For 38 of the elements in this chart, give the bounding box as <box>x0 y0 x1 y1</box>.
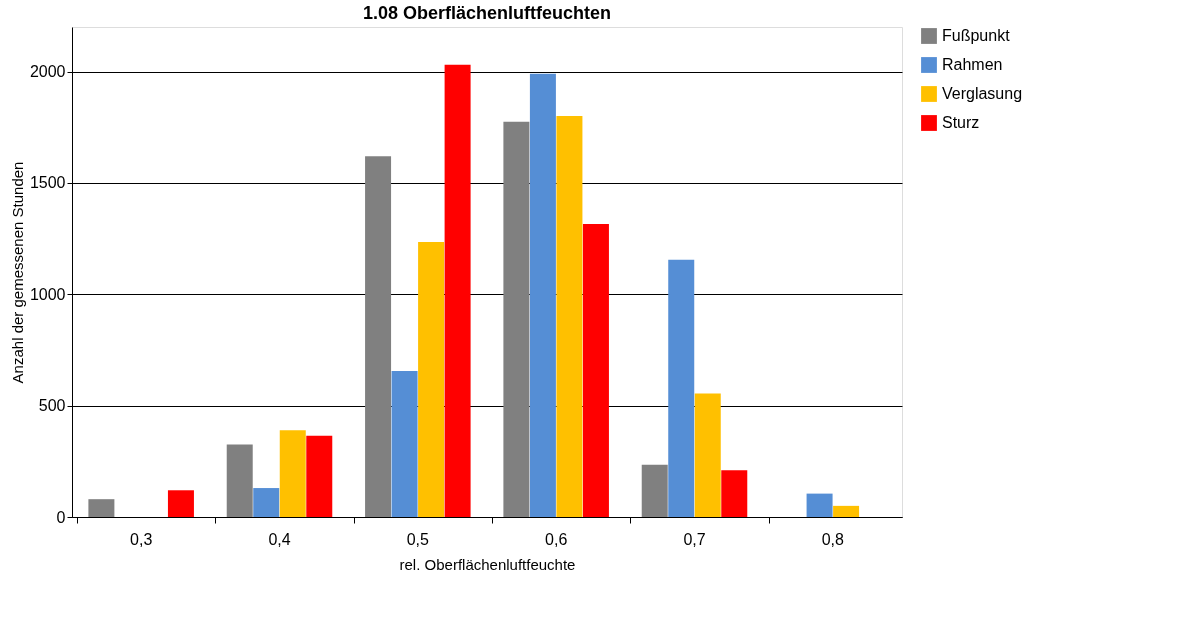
legend-label: Verglasung <box>942 85 1023 102</box>
bar <box>365 156 392 517</box>
bar <box>641 464 668 517</box>
bar <box>529 73 556 517</box>
legend-label: Rahmen <box>942 56 1003 73</box>
y-tick-label: 2000 <box>29 63 66 81</box>
x-tick-label: 0,5 <box>406 530 430 548</box>
bar <box>253 488 280 517</box>
bar <box>694 393 721 517</box>
bar <box>806 493 833 517</box>
chart-title: 1.08 Oberflächenluftfeuchten <box>362 3 612 23</box>
x-tick-label: 0,6 <box>545 530 568 548</box>
bar <box>226 444 253 517</box>
bar <box>556 116 583 517</box>
bar <box>88 499 115 517</box>
y-tick-label: 1500 <box>29 174 66 192</box>
x-tick-label: 0,7 <box>683 530 706 548</box>
bar <box>721 470 748 517</box>
y-tick-label: 1000 <box>29 285 66 303</box>
bar <box>444 64 471 517</box>
x-tick-label: 0,3 <box>130 530 153 548</box>
bar <box>306 435 333 517</box>
bar <box>391 371 418 517</box>
x-axis-title: rel. Oberflächenluftfeuchte <box>399 555 576 573</box>
y-axis-title: Anzahl der gemessenen Stunden <box>8 161 26 384</box>
bar <box>279 430 306 517</box>
legend-label: Fußpunkt <box>942 27 1011 44</box>
bar <box>668 259 695 517</box>
bar <box>582 224 609 517</box>
bar <box>503 121 530 517</box>
x-tick-label: 0,4 <box>268 530 291 548</box>
bar <box>167 490 194 517</box>
x-tick-label: 0,8 <box>821 530 845 548</box>
legend-label: Sturz <box>942 114 980 131</box>
y-tick-label: 0 <box>56 508 66 526</box>
bar <box>833 505 860 517</box>
y-tick-label: 500 <box>38 397 66 415</box>
bar <box>418 241 445 517</box>
